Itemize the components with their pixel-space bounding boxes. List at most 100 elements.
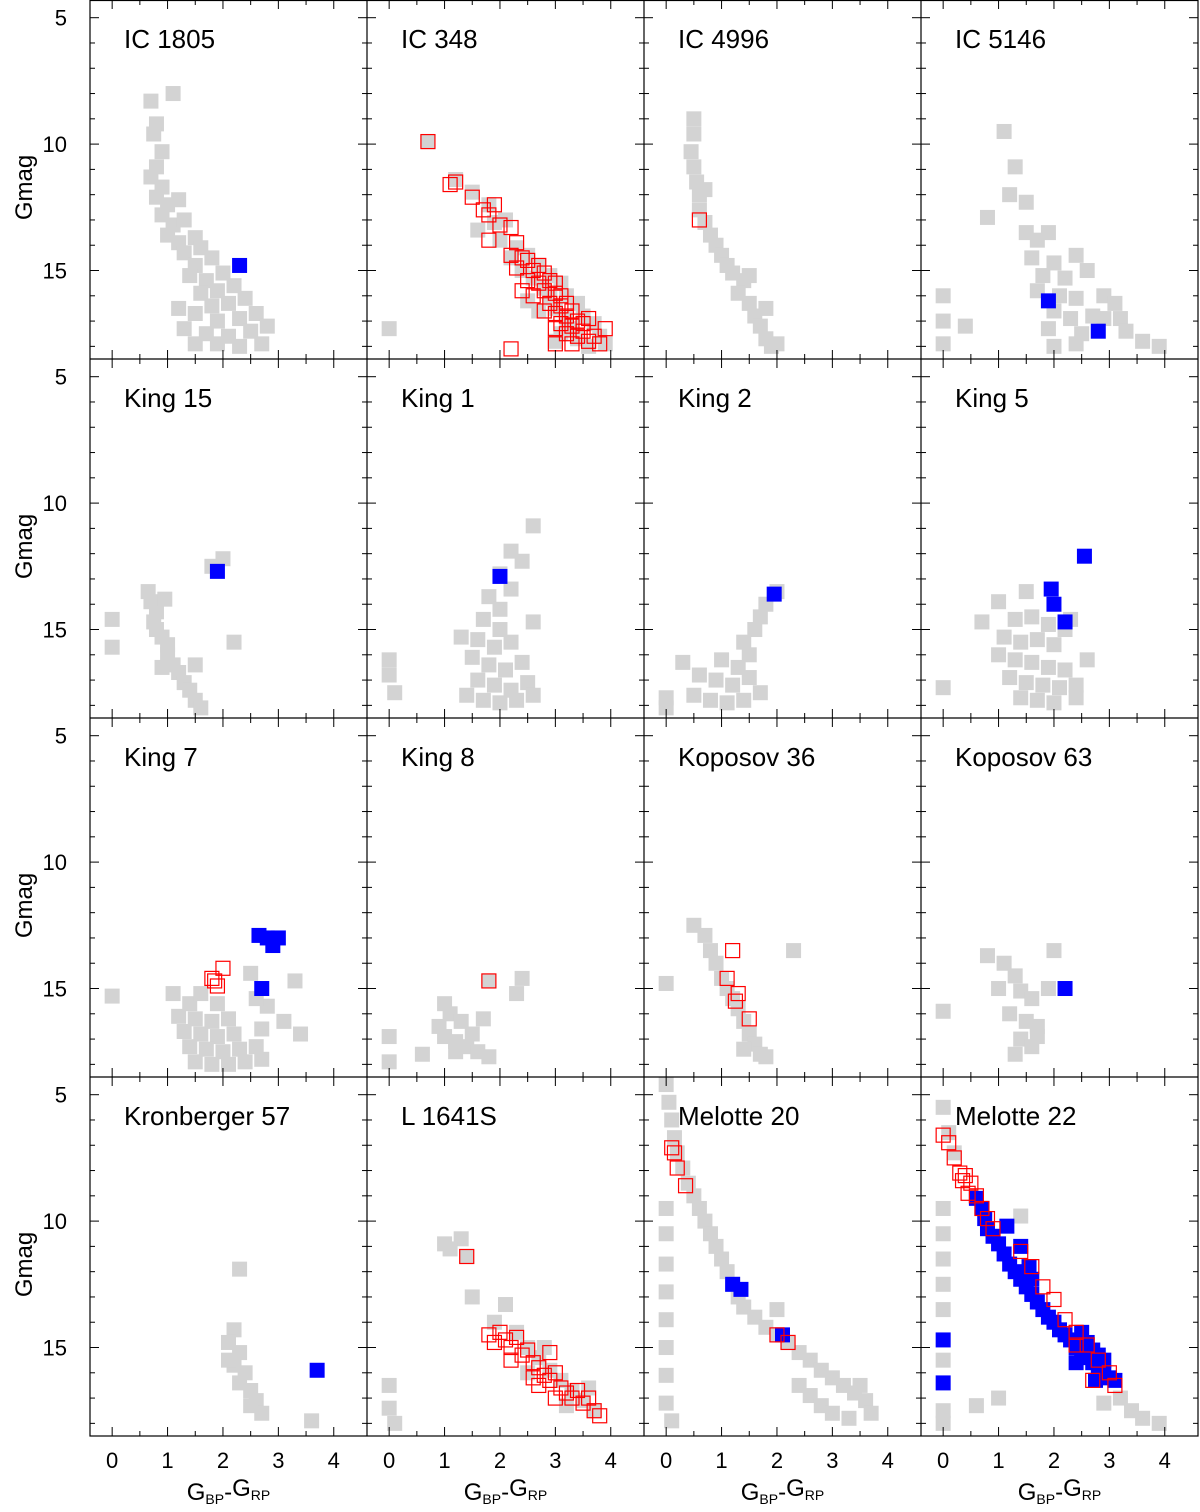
- gray-marker: [459, 687, 475, 703]
- red-marker: [542, 1344, 558, 1361]
- red-marker: [974, 1200, 990, 1217]
- gray-marker: [509, 692, 525, 708]
- panel-frames: [89, 0, 1199, 1437]
- red-marker: [553, 316, 569, 332]
- gray-marker: [287, 973, 303, 989]
- blue-marker: [1088, 1372, 1104, 1388]
- y-axis-title: Gmag: [11, 514, 38, 579]
- y-tick-label: 15: [43, 977, 67, 1002]
- gray-marker: [243, 965, 259, 981]
- gray-marker: [741, 268, 757, 284]
- blue-marker: [1013, 1238, 1029, 1254]
- gray-marker: [752, 609, 768, 625]
- gray-marker: [536, 1340, 552, 1356]
- gray-marker: [1024, 654, 1040, 670]
- gray-marker: [248, 305, 264, 321]
- gray-marker: [675, 654, 691, 670]
- gray-marker: [176, 1023, 192, 1039]
- gray-marker: [935, 313, 951, 329]
- red-marker: [508, 235, 525, 251]
- gray-marker: [226, 1322, 242, 1338]
- panel-l-1641s: L 1641S: [381, 1101, 608, 1431]
- gray-marker: [514, 553, 530, 569]
- panel-points: [935, 943, 1073, 1062]
- gray-marker: [714, 1251, 730, 1267]
- panel-points: [104, 927, 309, 1072]
- red-marker: [586, 1403, 602, 1419]
- gray-marker: [176, 212, 192, 228]
- gray-marker: [470, 672, 486, 688]
- gray-marker: [736, 634, 752, 650]
- red-marker: [536, 1367, 552, 1383]
- gray-marker: [464, 184, 480, 200]
- gray-marker: [232, 338, 248, 354]
- y-tick-label: 15: [43, 1336, 67, 1361]
- y-tick-label: 10: [43, 850, 67, 875]
- gray-marker: [1046, 695, 1062, 711]
- gray-marker: [1068, 247, 1084, 263]
- blue-marker: [766, 586, 782, 602]
- gray-marker: [1135, 333, 1151, 349]
- gray-marker: [1079, 263, 1095, 279]
- blue-marker: [999, 1218, 1015, 1234]
- gray-marker: [254, 1051, 270, 1067]
- gray-marker: [453, 1013, 469, 1029]
- gray-marker: [1018, 584, 1034, 600]
- gray-marker: [171, 300, 187, 316]
- red-marker: [459, 1248, 475, 1265]
- panel-title: Kronberger 57: [124, 1101, 290, 1131]
- gray-marker: [470, 222, 486, 238]
- red-marker: [486, 197, 503, 213]
- gray-marker: [697, 1213, 713, 1229]
- gray-marker: [104, 611, 120, 627]
- red-marker: [520, 1342, 536, 1358]
- panel-ic-4996: IC 4996: [678, 24, 785, 354]
- red-marker: [968, 1188, 985, 1204]
- gray-marker: [736, 1041, 752, 1057]
- gray-marker: [1040, 616, 1056, 632]
- gray-marker: [486, 639, 502, 655]
- blue-marker: [1090, 323, 1106, 339]
- x-tick-label: 0: [383, 1448, 395, 1473]
- gray-marker: [503, 634, 519, 650]
- red-marker: [664, 1140, 680, 1156]
- red-marker: [475, 202, 491, 218]
- x-tick-label: 2: [494, 1448, 506, 1473]
- gray-marker: [702, 943, 718, 959]
- gray-marker: [293, 1026, 309, 1042]
- panel-king-15: King 15: [104, 383, 242, 716]
- gray-marker: [658, 1312, 674, 1328]
- gray-marker: [725, 677, 741, 693]
- gray-marker: [581, 1380, 597, 1396]
- gray-marker: [492, 622, 508, 638]
- red-marker: [946, 1150, 962, 1166]
- gray-marker: [453, 629, 469, 645]
- gray-marker: [1024, 991, 1040, 1007]
- gray-marker: [935, 288, 951, 304]
- gray-marker: [968, 1398, 984, 1414]
- gray-marker: [243, 1398, 259, 1414]
- gray-marker: [935, 1302, 951, 1318]
- x-tick-label: 1: [161, 1448, 173, 1473]
- gray-marker: [935, 1415, 951, 1431]
- gray-marker: [686, 687, 702, 703]
- gray-marker: [683, 144, 699, 160]
- gray-marker: [226, 634, 242, 650]
- x-tick-label: 2: [217, 1448, 229, 1473]
- gray-marker: [381, 1029, 397, 1045]
- x-tick-label: 3: [549, 1448, 561, 1473]
- gray-marker: [475, 611, 491, 627]
- gray-marker: [492, 695, 508, 711]
- gray-marker: [193, 285, 209, 301]
- gray-marker: [691, 202, 707, 218]
- gray-marker: [381, 1400, 397, 1416]
- gray-marker: [481, 197, 497, 213]
- panel-title: IC 5146: [955, 24, 1046, 54]
- gray-marker: [658, 1367, 674, 1383]
- gray-marker: [1096, 311, 1112, 327]
- gray-marker: [209, 313, 225, 329]
- red-marker: [1068, 1324, 1084, 1340]
- gray-marker: [664, 1112, 680, 1128]
- blue-marker: [492, 568, 508, 584]
- red-marker: [592, 336, 608, 352]
